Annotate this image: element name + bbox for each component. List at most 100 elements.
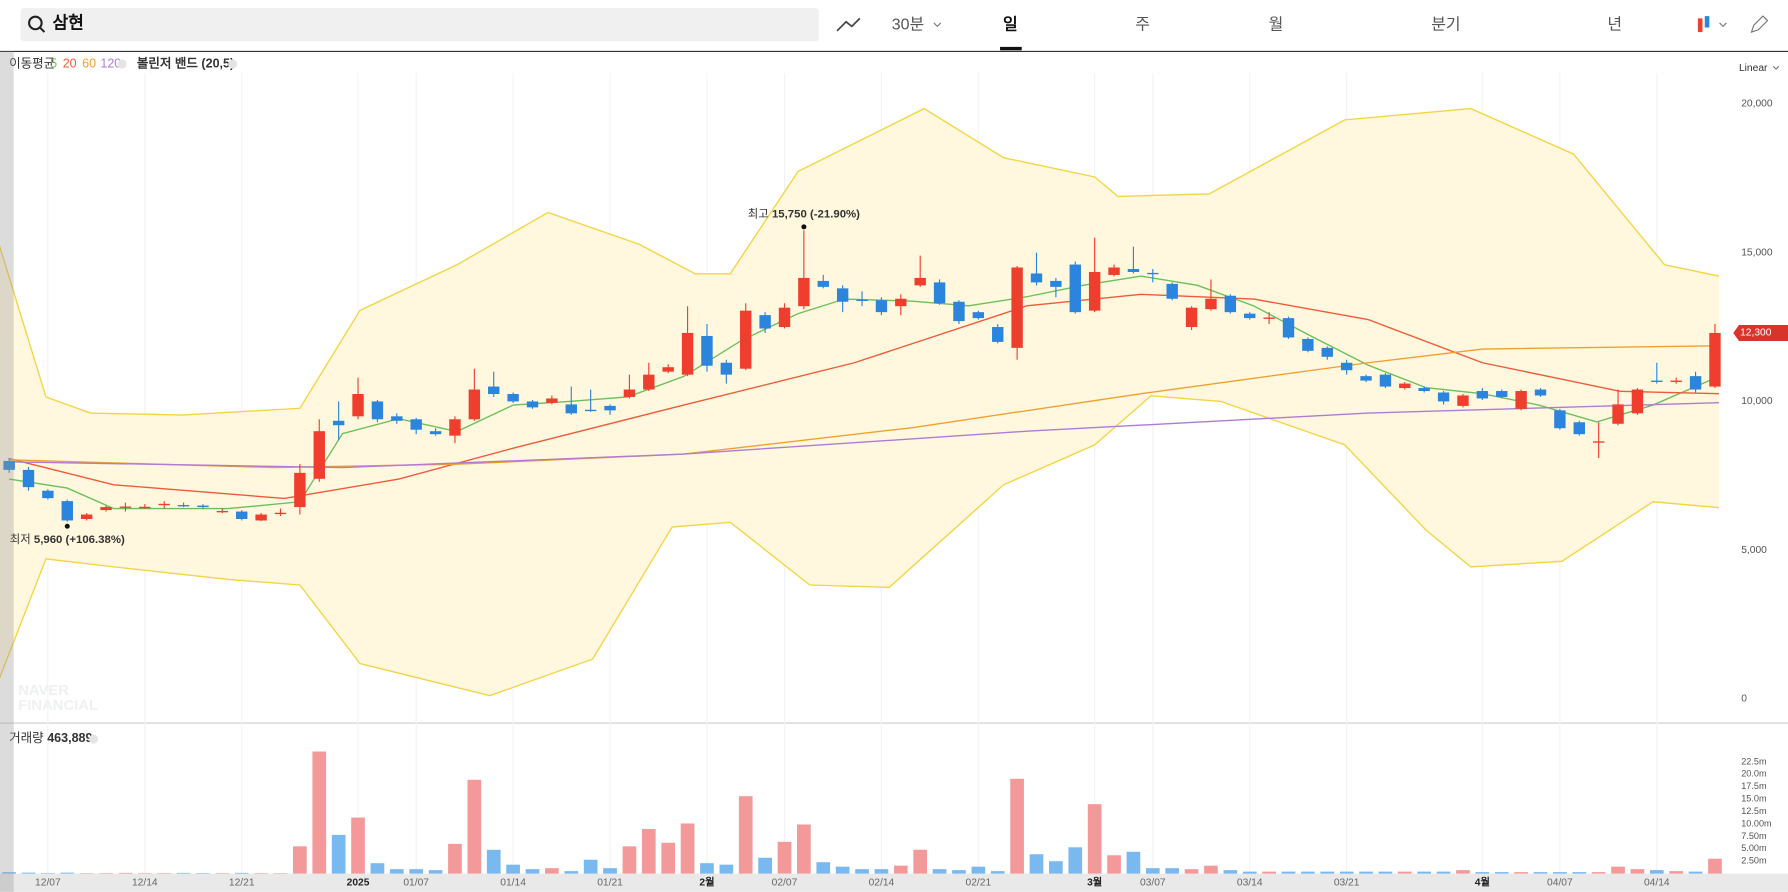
- candle-body: [817, 280, 829, 287]
- y-tick-label: 2.50m: [1741, 856, 1766, 866]
- x-tick-label: 2월: [699, 875, 714, 888]
- candle-body: [332, 420, 345, 426]
- candle-body: [119, 506, 132, 508]
- volume-bar: [370, 863, 385, 874]
- x-tick-label: 03/14: [1237, 877, 1263, 888]
- volume-bar: [448, 843, 462, 874]
- candle-body: [1612, 404, 1624, 424]
- volume-bar: [1456, 870, 1470, 874]
- volume-bar: [1320, 871, 1335, 874]
- y-tick-label: 12.5m: [1741, 806, 1766, 816]
- search-icon: [28, 15, 43, 31]
- candle-body: [80, 514, 93, 519]
- tab[interactable]: 일: [1003, 15, 1018, 33]
- volume-bar: [797, 824, 811, 874]
- volume-bar: [1029, 854, 1044, 874]
- candle-body: [875, 300, 888, 313]
- candle-body: [274, 512, 287, 515]
- draw-tool-icon[interactable]: [836, 17, 861, 32]
- x-tick-label: 03/21: [1334, 877, 1360, 888]
- last-price-label: 12,300: [1740, 328, 1772, 339]
- candle-body: [1476, 391, 1489, 399]
- volume-bar: [622, 846, 637, 874]
- candle-body: [759, 315, 771, 329]
- tab[interactable]: 년: [1607, 15, 1622, 33]
- volume-bar: [816, 862, 831, 874]
- volume-label: 거래량: [9, 731, 44, 745]
- volume-bar: [680, 823, 695, 874]
- volume-bar: [1339, 871, 1354, 874]
- candle-body: [740, 310, 752, 369]
- volume-bar: [1087, 804, 1102, 874]
- chevron: [1772, 65, 1780, 70]
- moving-average: [9, 401, 1719, 469]
- x-tick-label: 02/07: [772, 877, 798, 888]
- volume-bar: [1242, 871, 1257, 874]
- volume-bar: [719, 864, 734, 874]
- candle-body: [778, 307, 791, 328]
- volume-bar: [913, 849, 928, 874]
- volume-bar: [1359, 871, 1373, 874]
- candle-body: [895, 298, 907, 307]
- last-price-badge: [1733, 325, 1788, 341]
- search-box[interactable]: [20, 8, 819, 42]
- annotation-dot: [64, 523, 70, 529]
- tab[interactable]: 월: [1269, 15, 1284, 33]
- scale-mode[interactable]: Linear: [1739, 63, 1768, 74]
- candle-body: [255, 514, 267, 521]
- candle-body: [798, 277, 810, 307]
- volume-bar: [1553, 872, 1567, 874]
- icon-part: [1697, 18, 1703, 33]
- candle-body: [236, 511, 248, 519]
- annotation-dot: [801, 224, 807, 230]
- volume-bar: [21, 872, 36, 874]
- candle-body: [1515, 391, 1527, 409]
- candle-body: [449, 419, 461, 436]
- candle-body: [1496, 391, 1508, 397]
- candle-body: [953, 301, 965, 322]
- candle-body: [584, 409, 597, 412]
- candle-body: [158, 503, 170, 506]
- candle-body: [507, 393, 519, 402]
- volume-bar: [1475, 872, 1490, 874]
- candle-body: [681, 332, 694, 375]
- volume-bar: [564, 871, 579, 874]
- candle-body: [1321, 347, 1333, 357]
- legend-close: [88, 734, 99, 744]
- volume-bar: [1165, 868, 1180, 874]
- volume-bar: [932, 869, 947, 874]
- candle-body: [604, 405, 616, 411]
- volume-bar: [545, 868, 559, 874]
- candle-body: [720, 362, 733, 375]
- volume-bar: [738, 796, 753, 874]
- candle-body: [1534, 389, 1547, 396]
- volume-bar: [661, 842, 676, 874]
- candle-body: [701, 335, 713, 366]
- tab[interactable]: 분기: [1431, 15, 1460, 33]
- edit-icon[interactable]: [1750, 15, 1769, 33]
- moving-average: [9, 345, 1719, 469]
- y-tick-label: 5,000: [1741, 545, 1767, 556]
- search-text[interactable]: 삼현: [52, 14, 83, 33]
- bollinger-upper: [0, 107, 1720, 416]
- candle-body: [1030, 273, 1043, 283]
- chart-type-icon[interactable]: [1697, 16, 1727, 33]
- bollinger-lower: [0, 395, 1719, 697]
- candle-body: [914, 277, 926, 286]
- candle-body: [371, 401, 384, 420]
- volume-bar: [1378, 871, 1393, 874]
- interval-select[interactable]: 30분: [892, 16, 924, 33]
- volume-bar: [60, 872, 75, 874]
- candle-body: [468, 389, 481, 420]
- candle-body: [1108, 267, 1120, 275]
- volume-bar: [1126, 851, 1141, 874]
- search-icon: [39, 26, 46, 33]
- volume-bar: [835, 866, 850, 874]
- legend-close: [228, 59, 238, 69]
- tab[interactable]: 주: [1135, 16, 1150, 33]
- y-tick-label: 20,000: [1741, 99, 1773, 110]
- candle-body: [1709, 332, 1721, 387]
- candle-body: [1302, 338, 1314, 351]
- legend-entry: 20: [63, 56, 77, 70]
- volume-bar: [409, 869, 424, 874]
